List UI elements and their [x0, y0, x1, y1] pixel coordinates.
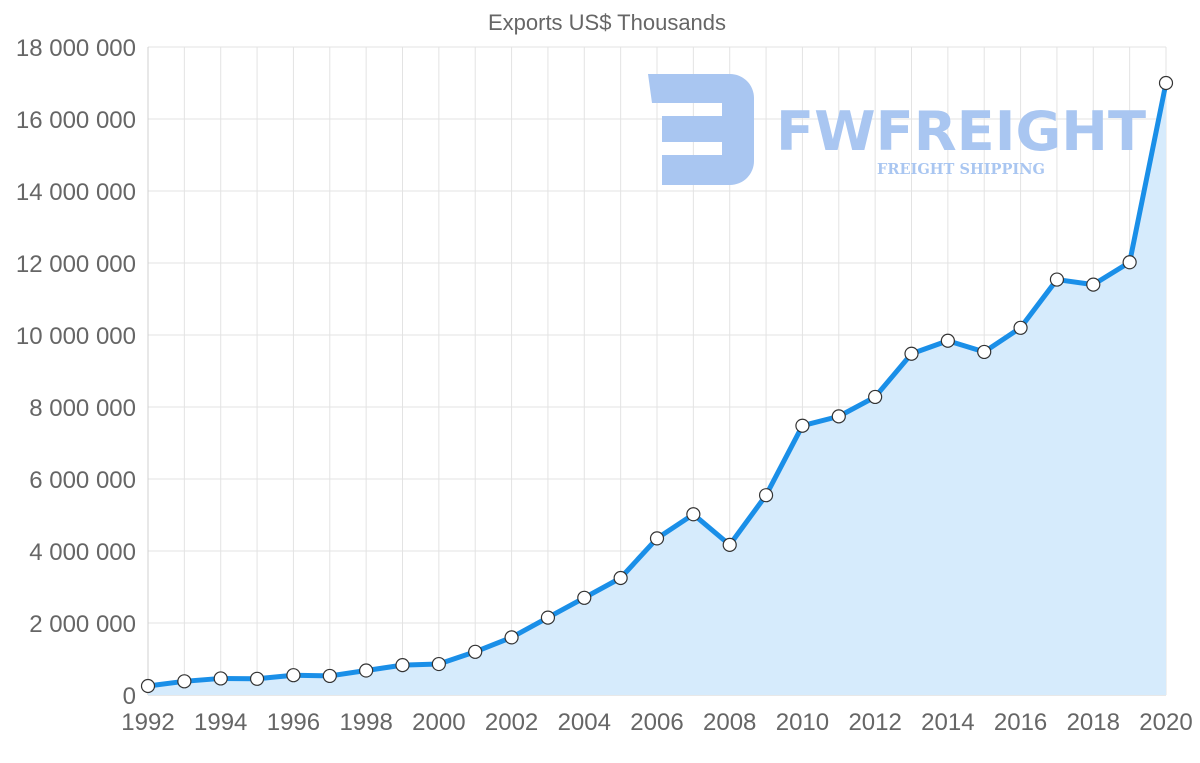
data-point-1994[interactable]: [213, 671, 228, 686]
x-tick-label: 1992: [121, 709, 174, 736]
data-point-2007[interactable]: [686, 507, 701, 522]
data-point-2020[interactable]: [1158, 75, 1174, 91]
watermark: FWFREIGHT FREIGHT SHIPPING: [648, 74, 1146, 185]
data-point-2009[interactable]: [758, 488, 774, 503]
x-tick-label: 1998: [339, 709, 392, 736]
data-point-1999[interactable]: [395, 658, 410, 673]
data-point-2019[interactable]: [1122, 255, 1137, 270]
y-tick-label: 0: [123, 683, 136, 710]
fwfreight-logo-icon: [648, 74, 754, 185]
x-tick-label: 2016: [994, 709, 1047, 736]
data-point-1995[interactable]: [249, 671, 265, 686]
x-tick-label: 2002: [485, 709, 538, 736]
y-tick-label: 2 000 000: [29, 611, 136, 638]
x-axis-ticks: 1992 1994 1996 1998 2000 2002 2004 2006 2008 2010…: [121, 709, 1192, 736]
x-tick-label: 2014: [921, 709, 974, 736]
data-point-1996[interactable]: [286, 668, 301, 683]
data-point-2013[interactable]: [904, 346, 919, 361]
y-tick-label: 12 000 000: [16, 251, 136, 278]
data-point-2000[interactable]: [431, 656, 446, 672]
data-point-2001[interactable]: [468, 644, 483, 659]
x-tick-label: 2000: [412, 709, 465, 736]
y-tick-label: 18 000 000: [16, 35, 136, 62]
data-point-2006[interactable]: [649, 531, 665, 546]
chart-title: Exports US$ Thousands: [488, 10, 726, 35]
watermark-brand: FWFREIGHT: [776, 100, 1146, 163]
x-tick-label: 2020: [1139, 709, 1192, 736]
x-tick-label: 1994: [194, 709, 247, 736]
data-point-1998[interactable]: [359, 663, 374, 678]
y-tick-label: 16 000 000: [16, 107, 136, 134]
x-tick-label: 2008: [703, 709, 756, 736]
x-tick-label: 2018: [1067, 709, 1120, 736]
x-tick-label: 2012: [848, 709, 901, 736]
y-tick-label: 6 000 000: [29, 467, 136, 494]
x-tick-label: 2010: [776, 709, 829, 736]
data-point-1992[interactable]: [140, 678, 156, 694]
data-point-2010[interactable]: [795, 418, 810, 433]
data-point-1993[interactable]: [177, 674, 192, 689]
y-tick-label: 14 000 000: [16, 179, 136, 206]
data-point-2005[interactable]: [613, 570, 628, 586]
watermark-tagline: FREIGHT SHIPPING: [877, 160, 1045, 178]
series-area: [148, 83, 1166, 695]
data-point-2016[interactable]: [1013, 320, 1028, 335]
area-layer: [148, 83, 1166, 695]
data-point-2004[interactable]: [577, 590, 592, 605]
data-point-2008[interactable]: [722, 537, 737, 552]
y-axis-ticks: 0 2 000 000 4 000 000 6 000 000 8 000 000 10 …: [16, 35, 136, 710]
data-point-2015[interactable]: [977, 344, 992, 360]
y-tick-label: 10 000 000: [16, 323, 136, 350]
points-layer: [140, 75, 1174, 694]
data-point-2003[interactable]: [540, 610, 556, 625]
data-point-1997[interactable]: [322, 668, 337, 684]
data-point-2011[interactable]: [831, 409, 846, 424]
data-point-2002[interactable]: [504, 630, 519, 645]
data-point-2014[interactable]: [940, 333, 955, 348]
data-point-2017[interactable]: [1049, 272, 1065, 287]
data-point-2012[interactable]: [868, 389, 883, 405]
data-point-2018[interactable]: [1086, 277, 1101, 292]
x-tick-label: 2004: [558, 709, 611, 736]
y-tick-label: 8 000 000: [29, 395, 136, 422]
y-tick-label: 4 000 000: [29, 539, 136, 566]
x-tick-label: 1996: [267, 709, 320, 736]
x-tick-label: 2006: [630, 709, 683, 736]
